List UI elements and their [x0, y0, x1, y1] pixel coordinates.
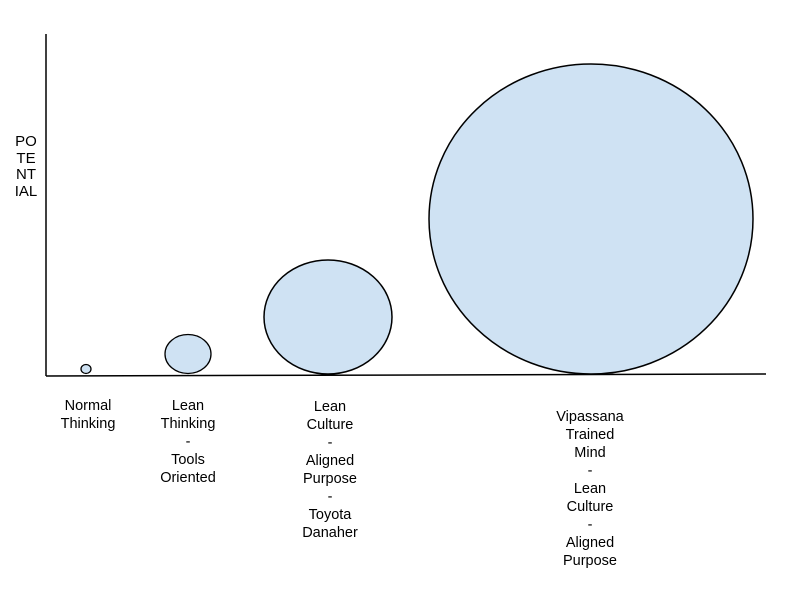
y-axis-label: POTENTIAL: [14, 133, 38, 200]
bubble-vipassana: [428, 63, 754, 375]
stage-label-lean-thinking: Lean Thinking - Tools Oriented: [160, 398, 216, 486]
x-axis: [45, 373, 767, 377]
stage-label-vipassana: Vipassana Trained Mind - Lean Culture - …: [556, 409, 624, 569]
stage-label-normal-thinking: Normal Thinking: [60, 398, 116, 432]
stage-label-lean-culture: Lean Culture - Aligned Purpose - Toyota …: [302, 399, 358, 541]
bubble-lean-thinking: [164, 333, 212, 375]
bubble-normal-thinking: [80, 363, 92, 375]
bubble-lean-culture: [263, 259, 393, 375]
